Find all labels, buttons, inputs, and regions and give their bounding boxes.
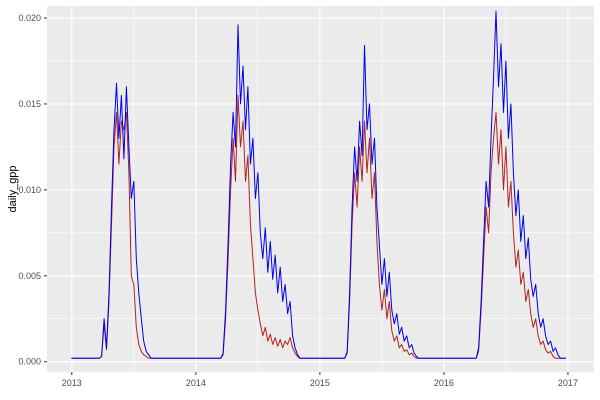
y-tick-label: 0.005 — [18, 271, 41, 281]
x-tick-label: 2014 — [186, 378, 206, 388]
x-tick-label: 2015 — [310, 378, 330, 388]
x-tick-label: 2016 — [434, 378, 454, 388]
y-tick-label: 0.020 — [18, 13, 41, 23]
y-tick-label: 0.000 — [18, 357, 41, 367]
plot-panel — [47, 6, 594, 372]
y-tick-label: 0.015 — [18, 99, 41, 109]
series-line-blue — [71, 10, 566, 359]
y-tick-label: 0.010 — [18, 185, 41, 195]
x-tick-label: 2017 — [558, 378, 578, 388]
x-tick-label: 2013 — [62, 378, 82, 388]
y-axis-title: daily_gpp — [7, 165, 19, 213]
